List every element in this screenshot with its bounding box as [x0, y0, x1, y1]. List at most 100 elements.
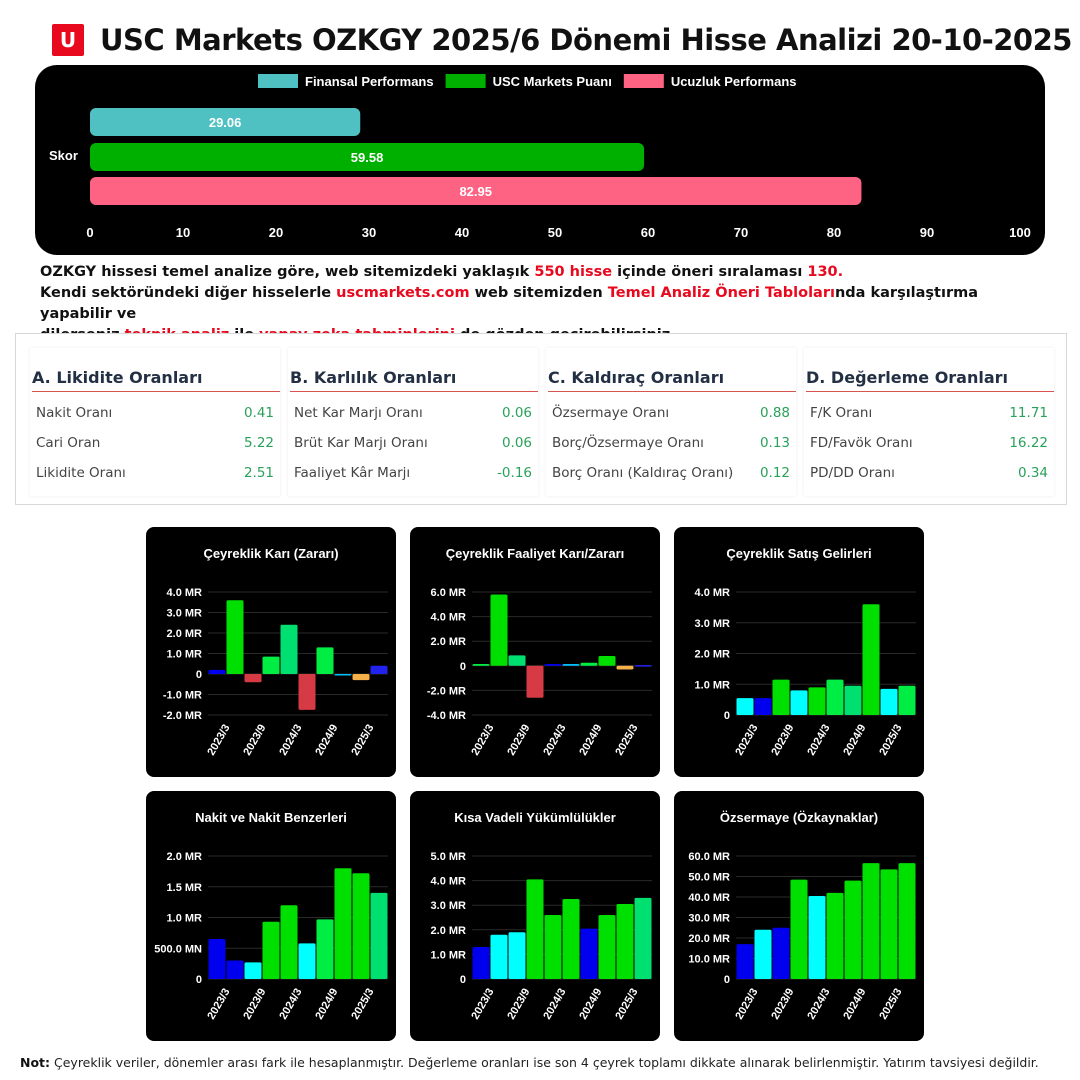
bar [244, 674, 262, 683]
score-bar [90, 143, 645, 171]
y-tick-label: -1.0 MR [163, 690, 202, 702]
ratio-value: 0.34 [1017, 465, 1048, 481]
x-tick-label: 2023/3 [469, 723, 496, 758]
ratio-label: Borç Oranı (Kaldıraç Oranı) [552, 465, 734, 481]
ratio-label: Özsermaye Oranı [552, 405, 670, 421]
x-tick-label: 2024/3 [805, 987, 832, 1022]
y-tick-label: -2.0 MR [163, 710, 202, 722]
x-tick-label: 2023/3 [733, 723, 760, 758]
y-tick-label: 2.0 MR [695, 649, 731, 661]
bar [562, 663, 580, 666]
y-tick-label: 0 [724, 974, 730, 986]
chart-card-equity: Özsermaye (Özkaynaklar) 60.0 MR 50.0 MR 40.… [674, 791, 924, 1041]
intro-text-part: OZKGY hissesi temel analize göre, web si… [40, 264, 535, 280]
y-tick-label: 2.0 MR [167, 851, 203, 863]
chart-card-sales-revenue: Çeyreklik Satış Gelirleri 4.0 MR 3.0 MR 2.0… [674, 527, 924, 777]
ratio-label: Likidite Oranı [36, 465, 126, 481]
x-tick-label: 80 [827, 225, 841, 240]
x-tick-label: 2023/3 [205, 987, 232, 1022]
intro-text-part: içinde öneri sıralaması [612, 264, 808, 280]
bar [334, 868, 352, 979]
chart-title: Özsermaye (Özkaynaklar) [720, 810, 878, 825]
y-tick-label: 4.0 MR [167, 587, 203, 599]
legend-label: USC Markets Puanı [493, 74, 612, 89]
ratio-row: PD/DD Oranı 0.34 [804, 458, 1054, 488]
chart-card-cash: Nakit ve Nakit Benzerleri 2.0 MR 1.5 MR 1.0… [146, 791, 396, 1041]
ratio-label: Borç/Özsermaye Oranı [552, 435, 704, 451]
legend-swatch [623, 74, 664, 88]
bar [280, 624, 298, 674]
bar [226, 960, 244, 979]
chart-card-operating-profit: Çeyreklik Faaliyet Karı/Zararı 6.0 MR 4.0 … [410, 527, 660, 777]
ratio-label: FD/Favök Oranı [810, 435, 913, 451]
x-tick-label: 2025/3 [349, 987, 376, 1022]
bar [826, 892, 844, 979]
ratio-value: 11.71 [1009, 405, 1048, 421]
chart-card-short-term-liabilities: Kısa Vadeli Yükümlülükler 5.0 MR 4.0 MR 3.0… [410, 791, 660, 1041]
y-tick-label: 2.0 MR [167, 628, 203, 640]
bar [298, 943, 316, 979]
page-title: USC Markets OZKGY 2025/6 Dönemi Hisse An… [100, 23, 1072, 57]
score-bar-label: 59.58 [351, 150, 384, 165]
x-tick-label: 2024/3 [805, 723, 832, 758]
website-link[interactable]: uscmarkets.com [336, 285, 470, 301]
ratio-value: 16.22 [1009, 435, 1048, 451]
cash-chart: Nakit ve Nakit Benzerleri 2.0 MR 1.5 MR 1.0… [154, 810, 388, 1022]
x-tick-label: 2023/9 [769, 987, 796, 1022]
x-tick-label: 0 [86, 225, 93, 240]
chart-title: Çeyreklik Satış Gelirleri [726, 546, 871, 561]
x-tick-label: 2024/9 [577, 987, 604, 1022]
bar [880, 869, 898, 979]
x-tick-label: 10 [176, 225, 190, 240]
ratio-value: 0.88 [759, 405, 790, 421]
footnote-text: Çeyreklik veriler, dönemler arası fark i… [50, 1055, 1039, 1070]
bar [244, 962, 262, 979]
quarterly-profit-chart: Çeyreklik Karı (Zararı) 4.0 MR 3.0 MR 2.0 M… [163, 546, 388, 758]
bar [826, 679, 844, 715]
ratio-row: Nakit Oranı 0.41 [30, 398, 280, 428]
ratio-row: Faaliyet Kâr Marjı -0.16 [288, 458, 538, 488]
score-bar [90, 108, 361, 136]
ratio-group-title: A. Likidite Oranları [32, 368, 280, 392]
bar [370, 892, 388, 979]
bar [880, 688, 898, 715]
x-tick-label: 2023/3 [733, 987, 760, 1022]
ratio-value: -0.16 [497, 465, 532, 481]
ratio-group-profitability: B. Karlılık Oranları Net Kar Marjı Oranı… [288, 348, 538, 496]
bar [772, 679, 790, 715]
y-tick-label: 2.0 MR [431, 925, 467, 937]
x-tick-label: 2024/3 [541, 987, 568, 1022]
bar [508, 932, 526, 979]
ratio-label: Cari Oran [36, 435, 101, 451]
bar [598, 655, 616, 666]
bar [544, 663, 562, 666]
bar [808, 687, 826, 715]
operating-profit-chart: Çeyreklik Faaliyet Karı/Zararı 6.0 MR 4.0 … [427, 546, 652, 758]
intro-line-2: Kendi sektöründeki diğer hisselerle uscm… [40, 283, 1050, 325]
y-tick-label: 4.0 MR [695, 587, 731, 599]
bar [616, 665, 634, 670]
x-tick-label: 90 [920, 225, 934, 240]
bar [598, 915, 616, 979]
sales-revenue-chart: Çeyreklik Satış Gelirleri 4.0 MR 3.0 MR 2.0… [695, 546, 916, 758]
ratio-label: Nakit Oranı [36, 405, 113, 421]
bar [844, 685, 862, 715]
stock-count-highlight: 550 hisse [534, 264, 613, 280]
y-tick-label: 4.0 MR [431, 876, 467, 888]
bar [754, 698, 772, 715]
bar [862, 863, 880, 979]
chart-title: Çeyreklik Faaliyet Karı/Zararı [446, 546, 625, 561]
intro-text-part: web sitemizden [469, 285, 608, 301]
ratio-label: Net Kar Marjı Oranı [294, 405, 423, 421]
y-tick-label: 1.0 MR [431, 949, 467, 961]
x-tick-label: 20 [269, 225, 283, 240]
bar [634, 665, 652, 667]
bar [298, 674, 316, 710]
ratio-row: Cari Oran 5.22 [30, 428, 280, 458]
category-label: Skor [49, 148, 78, 163]
intro-line-1: OZKGY hissesi temel analize göre, web si… [40, 262, 1050, 283]
y-tick-label: 60.0 MR [688, 851, 730, 863]
y-tick-label: 2.0 MR [431, 636, 467, 648]
analysis-tables-link[interactable]: Temel Analiz Öneri Tabloları [607, 285, 835, 301]
ratio-label: Faaliyet Kâr Marjı [294, 465, 411, 481]
